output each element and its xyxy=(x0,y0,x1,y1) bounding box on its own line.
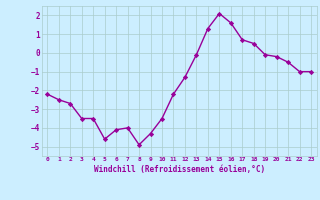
X-axis label: Windchill (Refroidissement éolien,°C): Windchill (Refroidissement éolien,°C) xyxy=(94,165,265,174)
